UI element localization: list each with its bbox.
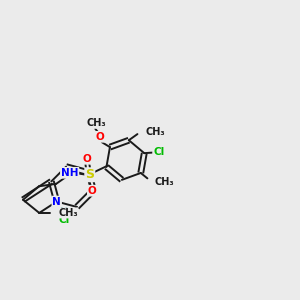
Text: CH₃: CH₃ [154, 177, 174, 187]
Text: H: H [59, 207, 67, 217]
Text: CH₃: CH₃ [58, 208, 78, 218]
Text: CH₃: CH₃ [145, 127, 165, 136]
Text: O: O [88, 186, 97, 196]
Text: N: N [52, 196, 61, 207]
Text: O: O [82, 154, 91, 164]
Text: Cl: Cl [153, 147, 164, 157]
Text: NH: NH [61, 168, 78, 178]
Text: O: O [96, 132, 104, 142]
Text: S: S [85, 168, 94, 181]
Text: Cl: Cl [59, 215, 70, 225]
Text: CH₃: CH₃ [87, 118, 106, 128]
